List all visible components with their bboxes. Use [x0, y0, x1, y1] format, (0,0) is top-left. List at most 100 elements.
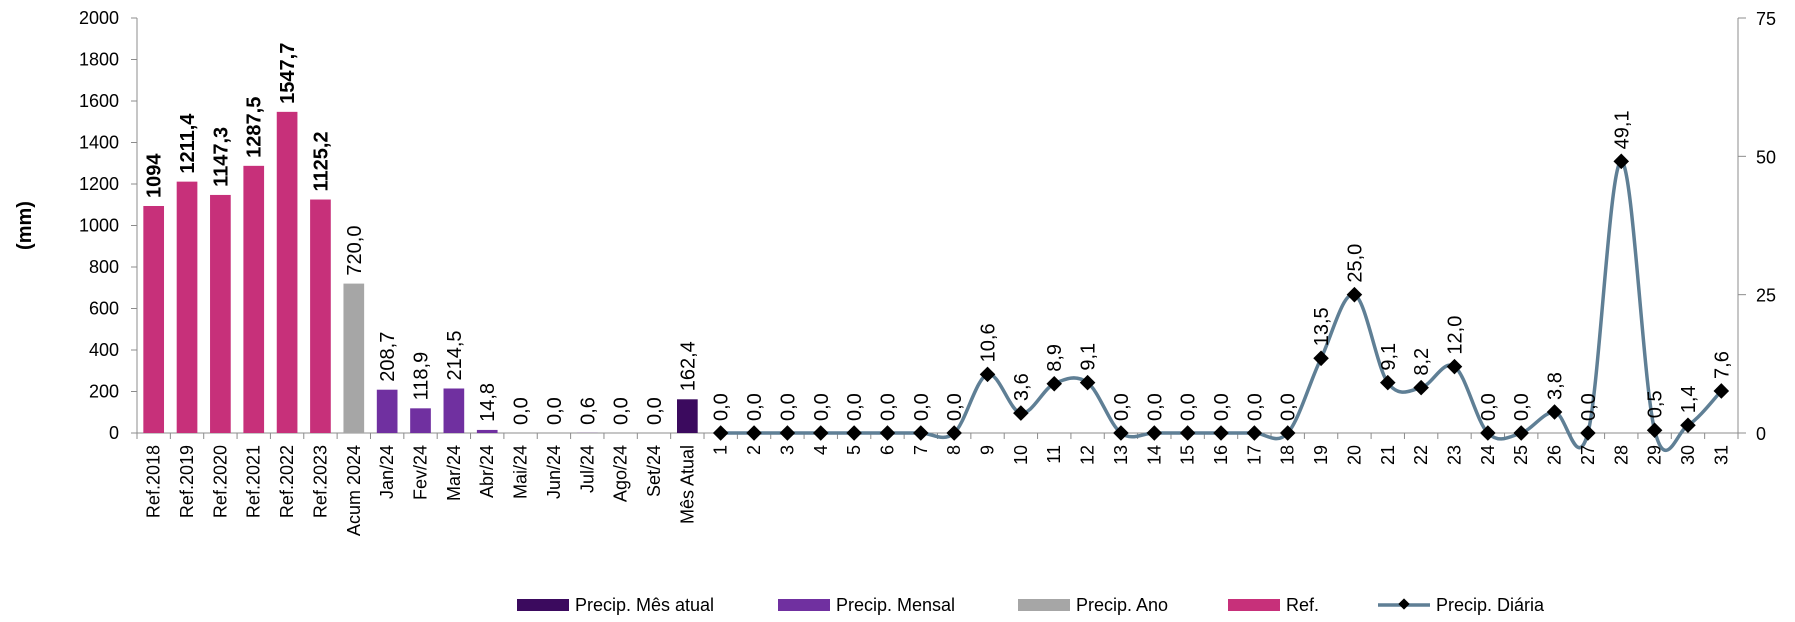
daily-data-label: 9,1: [1078, 343, 1100, 371]
bar-data-label: 1147,3: [210, 127, 232, 187]
daily-data-label: 0,0: [1144, 393, 1166, 421]
y-tick-label-left: 200: [89, 382, 119, 402]
daily-data-label: 0,0: [777, 393, 799, 421]
y-tick-label-left: 0: [109, 423, 119, 443]
x-day-label: 3: [777, 445, 797, 455]
x-day-label: 26: [1545, 445, 1565, 465]
legend-label: Precip. Mensal: [836, 595, 955, 615]
daily-point-marker: [1213, 425, 1229, 441]
daily-data-label: 0,0: [1278, 393, 1300, 421]
daily-point-marker: [1179, 425, 1196, 441]
bar: [410, 408, 431, 433]
x-day-label: 17: [1244, 445, 1264, 465]
bar-data-label: 14,8: [477, 383, 499, 422]
daily-data-label: 0,5: [1645, 390, 1667, 418]
x-day-label: 18: [1278, 445, 1298, 465]
daily-point-marker: [846, 425, 862, 441]
bar-data-label: 1211,4: [177, 113, 199, 174]
daily-point-marker: [1380, 374, 1396, 391]
bar: [143, 205, 165, 433]
legend-swatch: [1018, 599, 1070, 611]
daily-point-marker: [913, 425, 929, 441]
y-tick-label-right: 0: [1756, 424, 1766, 444]
x-day-label: 10: [1011, 445, 1031, 465]
daily-point-marker: [1513, 425, 1529, 441]
daily-point-marker: [779, 425, 796, 441]
daily-data-label: 0,0: [911, 393, 933, 421]
x-day-label: 15: [1178, 445, 1198, 465]
x-day-label: 4: [811, 445, 831, 455]
x-day-label: 20: [1344, 445, 1364, 465]
bar-data-label: 1547,7: [277, 43, 299, 104]
daily-data-label: 0,0: [811, 393, 833, 421]
legend-label: Precip. Diária: [1436, 595, 1545, 615]
x-day-label: 6: [877, 445, 897, 455]
x-day-label: 21: [1378, 445, 1398, 465]
y-tick-label-left: 2000: [79, 8, 119, 28]
daily-point-marker: [1079, 374, 1096, 391]
x-day-label: 11: [1044, 445, 1064, 464]
bar: [443, 388, 465, 433]
bar-data-label: 162,4: [677, 341, 699, 391]
daily-point-marker: [1680, 417, 1696, 434]
x-day-label: 13: [1111, 445, 1131, 465]
daily-data-label: 0,0: [744, 393, 766, 421]
daily-point-marker: [1646, 422, 1663, 439]
legend-swatch: [517, 599, 569, 611]
y-tick-label-right: 25: [1756, 286, 1776, 306]
x-category-label: Abr/24: [477, 445, 497, 498]
bar-data-label: 720,0: [344, 226, 366, 276]
daily-data-label: 8,2: [1411, 348, 1433, 376]
y-tick-label-left: 1800: [79, 50, 119, 70]
bar-data-label: 1125,2: [310, 131, 332, 191]
legend-label: Ref.: [1286, 595, 1319, 615]
bar-data-label: 208,7: [377, 332, 399, 382]
x-day-label: 9: [978, 445, 998, 455]
daily-point-marker: [746, 425, 762, 441]
y-tick-label-left: 600: [89, 299, 119, 319]
x-category-label: Ref.2021: [244, 445, 264, 518]
daily-data-label: 9,1: [1378, 343, 1400, 371]
daily-data-label: 0,0: [844, 393, 866, 421]
daily-point-marker: [1580, 425, 1596, 441]
daily-data-label: 0,0: [1244, 393, 1266, 421]
bar-data-label: 0,0: [644, 397, 666, 425]
x-category-label: Ref.2019: [177, 445, 197, 518]
daily-point-marker: [1246, 425, 1263, 441]
x-day-label: 28: [1611, 445, 1631, 465]
bar-data-label: 214,5: [444, 330, 466, 380]
daily-point-marker: [1546, 404, 1563, 420]
y-tick-label-right: 75: [1756, 9, 1776, 29]
daily-point-marker: [1613, 153, 1630, 170]
x-category-label: Set/24: [644, 445, 664, 497]
x-day-label: 5: [844, 445, 864, 455]
bar-data-label: 1287,5: [244, 97, 266, 158]
x-day-label: 12: [1078, 445, 1098, 465]
bar-data-label: 0,6: [577, 397, 599, 425]
daily-data-label: 0,0: [877, 393, 899, 421]
x-category-label: Ago/24: [611, 445, 631, 502]
x-day-label: 31: [1711, 445, 1731, 465]
x-category-label: Mês Atual: [677, 445, 697, 524]
x-category-label: Jun/24: [544, 445, 564, 499]
legend-label: Precip. Ano: [1076, 595, 1168, 615]
daily-point-marker: [1279, 425, 1296, 441]
y-tick-label-left: 1600: [79, 91, 119, 111]
daily-point-marker: [1480, 425, 1496, 441]
x-category-label: Mai/24: [511, 445, 531, 499]
daily-data-label: 0,0: [1511, 393, 1533, 421]
x-day-label: 22: [1411, 445, 1431, 465]
daily-point-marker: [1113, 425, 1129, 441]
daily-point-marker: [1713, 383, 1730, 399]
y-tick-label-left: 1000: [79, 216, 119, 236]
daily-data-label: 49,1: [1611, 110, 1633, 149]
x-day-label: 25: [1511, 445, 1531, 465]
daily-point-marker: [1313, 350, 1329, 367]
x-day-label: 14: [1144, 445, 1164, 465]
x-category-label: Fev/24: [411, 445, 431, 500]
bar: [176, 181, 198, 433]
daily-data-label: 13,5: [1311, 307, 1333, 346]
daily-data-label: 8,9: [1044, 344, 1066, 372]
x-day-label: 29: [1645, 445, 1665, 465]
daily-data-label: 3,6: [1011, 373, 1033, 401]
